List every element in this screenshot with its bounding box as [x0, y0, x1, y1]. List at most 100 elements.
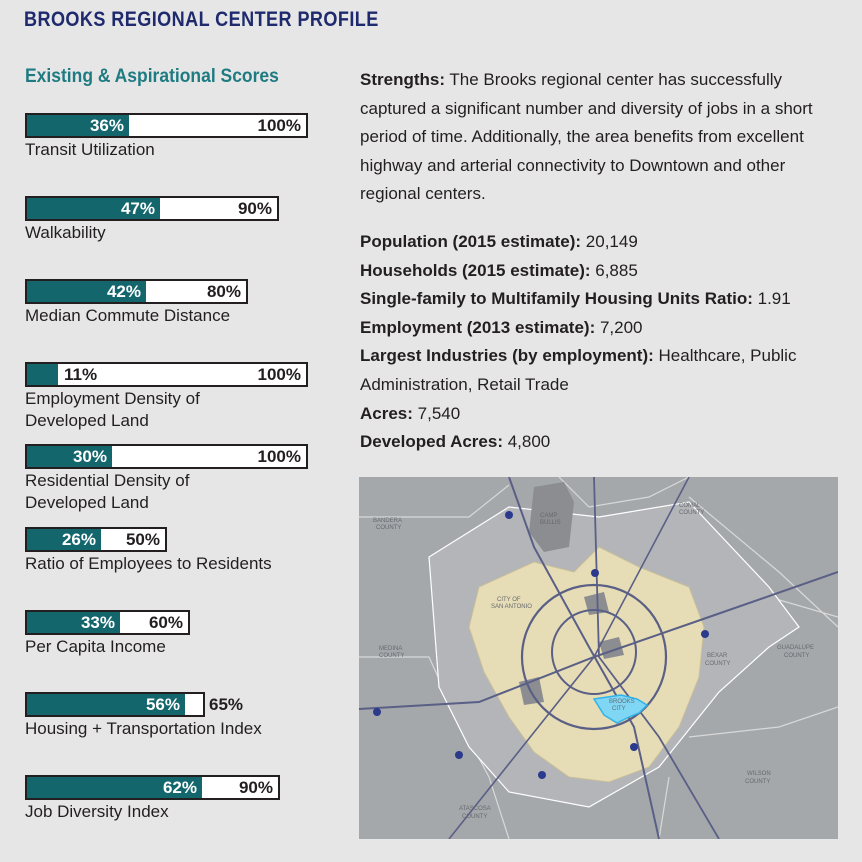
map-label-wilson: COUNTY: [745, 779, 770, 785]
score-bar-fill: [27, 612, 120, 633]
map-label-bandera: COUNTY: [376, 525, 401, 531]
fact-value: Healthcare, Public Administration, Retai…: [360, 346, 797, 394]
map-label-guadalupe: GUADALUPE: [777, 645, 814, 651]
map-label-bexar: BEXAR: [707, 653, 728, 659]
map-label-city: SAN ANTONIO: [491, 604, 532, 610]
score-item: 33% 60% Per Capita Income: [25, 610, 190, 657]
map-label-atascosa: COUNTY: [462, 814, 487, 820]
fact-label: Acres:: [360, 403, 413, 423]
score-label: Job Diversity Index: [25, 802, 169, 821]
score-bar: 56% 65%: [25, 692, 243, 717]
page-title: BROOKS REGIONAL CENTER PROFILE: [24, 8, 379, 31]
regional-map: BANDERA COUNTY COMAL COUNTY MEDINA COUNT…: [359, 477, 838, 839]
aspirational-score: 50%: [125, 530, 160, 549]
fact-value: 4,800: [502, 432, 551, 452]
map-label-bexar: COUNTY: [705, 661, 730, 667]
map-label-atascosa: ATASCOSA: [459, 806, 491, 812]
existing-score: 36%: [89, 116, 124, 135]
existing-score: 56%: [145, 695, 180, 714]
scores-heading: Existing & Aspirational Scores: [25, 66, 279, 87]
map-label-comal: COUNTY: [679, 510, 704, 516]
score-label: Transit Utilization: [25, 140, 155, 159]
score-bar: 11% 100%: [25, 362, 308, 387]
fact-value: 6,885: [590, 260, 638, 280]
map-label-brooks: BROOKS: [609, 699, 635, 705]
map-label-guadalupe: COUNTY: [784, 653, 809, 659]
score-item: 30% 100% Residential Density of Developed L…: [25, 444, 308, 513]
score-bar-fill: [27, 446, 112, 467]
fact-employment: Employment (2013 estimate): 7,200: [360, 314, 830, 343]
fact-value: 20,149: [581, 231, 638, 251]
fact-label: Developed Acres:: [360, 432, 503, 452]
score-label: Residential Density of: [25, 471, 190, 490]
fact-industries: Largest Industries (by employment): Heal…: [360, 342, 830, 399]
existing-score: 47%: [120, 199, 155, 218]
map-label-comal: COMAL: [679, 503, 701, 509]
fact-population: Population (2015 estimate): 20,149: [360, 228, 830, 257]
facts-list: Population (2015 estimate): 20,149 House…: [360, 228, 830, 457]
fact-value: 7,540: [412, 403, 461, 423]
aspirational-score: 60%: [148, 613, 183, 632]
loop-1604: [520, 583, 668, 731]
score-bar-fill: [27, 115, 129, 136]
fact-label: Single-family to Multifamily Housing Uni…: [360, 289, 753, 309]
score-bar: 62% 90%: [25, 775, 280, 800]
score-label: Median Commute Distance: [25, 306, 231, 325]
fact-label: Population (2015 estimate):: [360, 231, 582, 251]
score-item: 11% 100% Employment Density of Developed La…: [25, 362, 308, 431]
existing-score: 42%: [106, 282, 141, 301]
brooks-center-highlight: [592, 694, 649, 724]
existing-score: 30%: [72, 447, 107, 466]
score-label: Housing + Transportation Index: [25, 719, 262, 738]
score-bar: 42% 80%: [25, 279, 248, 304]
fact-label: Households (2015 estimate):: [360, 260, 591, 280]
summary-column: Strengths: The Brooks regional center ha…: [360, 66, 830, 457]
score-label: Ratio of Employees to Residents: [25, 554, 272, 573]
map-label-medina: MEDINA: [379, 646, 402, 652]
score-bar-fill: [27, 281, 146, 302]
score-label: Developed Land: [25, 411, 149, 430]
fact-value: 7,200: [595, 317, 643, 337]
aspirational-score: 80%: [206, 282, 241, 301]
map-label-camp-bullis: CAMP: [540, 513, 557, 519]
map-label-city: CITY OF: [497, 597, 521, 603]
score-bar-fill: [27, 777, 202, 798]
existing-score: 62%: [162, 778, 197, 797]
score-label: Developed Land: [25, 493, 149, 512]
existing-score: 33%: [80, 613, 115, 632]
score-bar: 26% 50%: [25, 527, 167, 552]
strengths-paragraph: Strengths: The Brooks regional center ha…: [360, 66, 830, 209]
fact-developed-acres: Developed Acres: 4,800: [360, 428, 830, 457]
score-bar: 36% 100%: [25, 113, 308, 138]
aspirational-score: 90%: [237, 199, 272, 218]
score-bar-fill: [27, 694, 185, 715]
score-bar-fill: [27, 198, 160, 219]
score-label: Employment Density of: [25, 389, 200, 408]
aspirational-score: 90%: [238, 778, 273, 797]
fact-housing-ratio: Single-family to Multifamily Housing Uni…: [360, 285, 830, 314]
fact-label: Largest Industries (by employment):: [360, 346, 654, 366]
highway-shield-icon: [373, 511, 709, 779]
aspirational-score: 65%: [209, 695, 244, 714]
score-bar: 30% 100%: [25, 444, 308, 469]
map-label-medina: COUNTY: [379, 653, 404, 659]
score-bar-fill: [27, 364, 58, 385]
score-item: 42% 80% Median Commute Distance: [25, 279, 248, 326]
score-bar: 47% 90%: [25, 196, 279, 221]
score-label: Per Capita Income: [25, 637, 166, 656]
score-item: 56% 65% Housing + Transportation Index: [25, 692, 262, 739]
loop-410: [551, 609, 637, 695]
aspirational-score: 100%: [257, 365, 301, 384]
camp-bullis: [529, 482, 574, 552]
score-item: 26% 50% Ratio of Employees to Residents: [25, 527, 272, 574]
existing-score: 11%: [64, 365, 98, 384]
map-label-bandera: BANDERA: [373, 518, 402, 524]
fact-value: 1.91: [752, 289, 791, 309]
score-item: 36% 100% Transit Utilization: [25, 113, 308, 160]
existing-score: 26%: [61, 530, 96, 549]
fact-households: Households (2015 estimate): 6,885: [360, 257, 830, 286]
aspirational-score: 100%: [257, 447, 301, 466]
map-label-wilson: WILSON: [747, 771, 771, 777]
map-canvas: BANDERA COUNTY COMAL COUNTY MEDINA COUNT…: [359, 477, 838, 839]
score-bar-fill: [27, 529, 101, 550]
